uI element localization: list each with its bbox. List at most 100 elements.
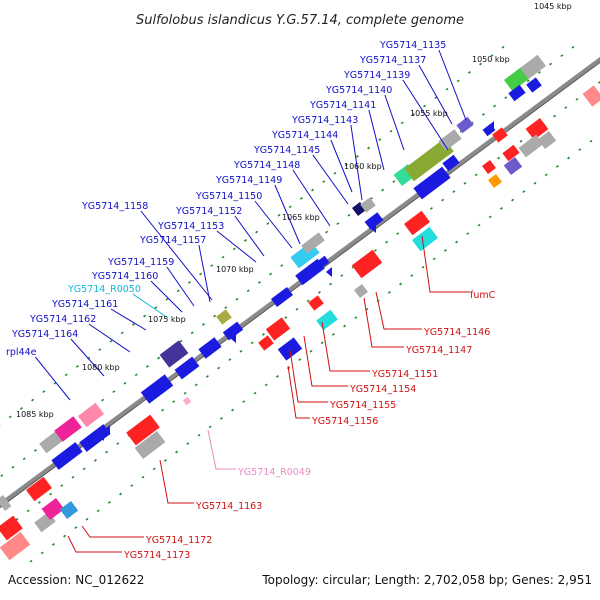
tick-mark (51, 543, 55, 546)
tick-mark (141, 475, 145, 479)
gene-label-yg5714_1155: YG5714_1155 (329, 400, 396, 411)
gene-feature (198, 337, 222, 359)
tick-mark (441, 198, 445, 202)
leader-line (140, 210, 213, 301)
tick-mark (571, 45, 575, 49)
gene-label-yg5714_1139: YG5714_1139 (343, 70, 410, 81)
gene-labels: YG5714_1135 YG5714_1137 YG5714_1139 YG5714_… (6, 40, 496, 561)
tick-mark (387, 291, 391, 294)
tick-mark (19, 407, 23, 410)
tick-mark (467, 71, 471, 74)
gene-feature (442, 154, 460, 172)
tick-mark (107, 501, 111, 504)
tick-mark (344, 163, 348, 167)
gene-label-yg5714_1154: YG5714_1154 (349, 384, 416, 395)
leader-line (88, 323, 131, 353)
kbp-marker-label: 1085 kbp (16, 410, 54, 419)
tick-mark (421, 265, 425, 269)
leader-line (363, 297, 404, 348)
leader-line (166, 266, 195, 307)
tick-mark (522, 190, 526, 194)
gene-feature (456, 116, 474, 134)
tick-mark (157, 356, 161, 360)
tick-mark (183, 391, 187, 395)
gene-feature (301, 232, 325, 254)
gene-label-yg5714_1172: YG5714_1172 (145, 535, 212, 546)
gene-feature (182, 396, 192, 406)
gene-arrow-icon (226, 327, 232, 337)
leader-line (292, 169, 331, 227)
tick-mark (533, 181, 537, 185)
tick-mark (367, 146, 371, 150)
gene-label-yg5714_1150: YG5714_1150 (195, 191, 262, 202)
kbp-marker-label: 1070 kbp (216, 265, 254, 274)
tick-mark (331, 333, 335, 336)
leader-line (287, 365, 310, 419)
tick-mark (96, 509, 100, 513)
tick-mark (298, 358, 302, 362)
leader-line (216, 230, 257, 263)
tick-mark (429, 207, 433, 210)
gene-label-yg5714_1148: YG5714_1148 (233, 160, 300, 171)
kbp-marker-label: 1060 kbp (344, 162, 382, 171)
gene-label-yg5714_1164: YG5714_1164 (11, 329, 78, 340)
tick-mark (201, 323, 205, 326)
gene-label-yg5714_r0049: YG5714_R0049 (237, 467, 311, 478)
gene-feature (525, 117, 549, 141)
tick-mark (306, 299, 310, 303)
gene-label-yg5714_1140: YG5714_1140 (325, 85, 392, 96)
tick-track (0, 45, 600, 563)
tick-mark (452, 190, 456, 194)
gene-feature (54, 416, 82, 442)
tick-mark (119, 492, 123, 496)
kbp-marker-label: 1080 kbp (82, 363, 120, 372)
tick-mark (317, 291, 321, 294)
tick-mark (264, 383, 268, 387)
tick-mark (504, 96, 508, 100)
gene-feature (316, 255, 330, 269)
tick-mark (208, 425, 212, 429)
tick-mark (257, 281, 261, 284)
tick-mark (0, 474, 4, 478)
gene-label-yg5714_1156: YG5714_1156 (311, 416, 378, 427)
gene-label-yg5714_1144: YG5714_1144 (271, 130, 338, 141)
gene-feature (295, 258, 325, 286)
kbp-marker-label: 1045 kbp (534, 2, 572, 11)
tick-mark (466, 232, 470, 236)
tick-mark (411, 113, 415, 116)
tick-mark (410, 274, 414, 278)
leader-line (274, 184, 301, 245)
tick-mark (320, 341, 324, 345)
genome-summary-text: Topology: circular; Length: 2,702,058 bp… (261, 573, 592, 587)
gene-feature (0, 495, 12, 511)
tick-mark (176, 289, 180, 293)
gene-label-yg5714_1153: YG5714_1153 (157, 221, 224, 232)
gene-feature (508, 84, 526, 102)
tick-mark (501, 45, 505, 49)
tick-mark (8, 415, 12, 419)
tick-mark (499, 207, 503, 210)
tick-mark (597, 81, 600, 84)
tick-mark (112, 390, 116, 394)
gene-feature (41, 497, 65, 521)
tick-mark (29, 559, 33, 563)
tick-mark (131, 323, 135, 326)
tick-mark (105, 450, 109, 454)
tick-mark (560, 54, 564, 58)
tick-mark (311, 188, 315, 192)
gene-feature (0, 515, 23, 541)
tick-mark (493, 104, 497, 108)
gene-label-yg5714_1161: YG5714_1161 (51, 299, 118, 310)
tick-mark (555, 165, 559, 168)
leader-line (110, 308, 147, 331)
tick-mark (333, 171, 337, 175)
gene-feature (537, 130, 557, 150)
tick-mark (336, 222, 340, 226)
leader-line (421, 235, 470, 293)
tick-mark (578, 148, 582, 152)
gene-feature (134, 430, 166, 460)
tick-mark (172, 400, 176, 404)
kbp-marker-label: 1065 kbp (282, 213, 320, 222)
gene-label-yg5714_1159: YG5714_1159 (107, 257, 174, 268)
tick-mark (75, 365, 79, 368)
